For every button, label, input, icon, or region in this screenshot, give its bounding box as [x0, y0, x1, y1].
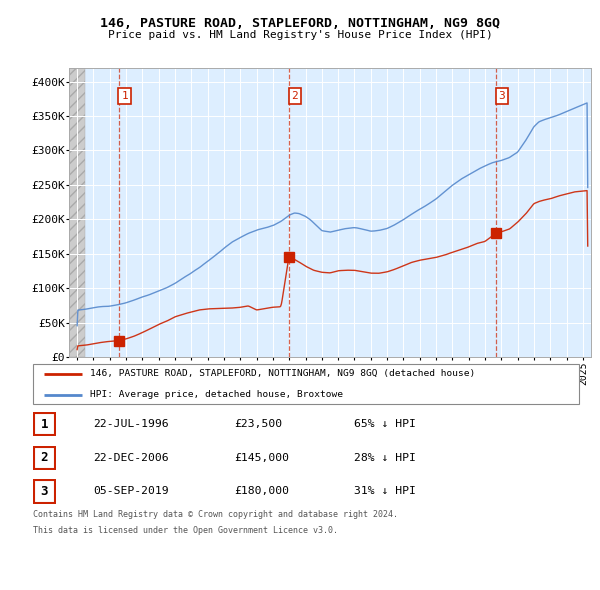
- Text: 2: 2: [292, 91, 298, 101]
- Text: 1: 1: [121, 91, 128, 101]
- Bar: [69, 68, 85, 357]
- Text: 2: 2: [41, 451, 48, 464]
- Text: 31% ↓ HPI: 31% ↓ HPI: [354, 487, 416, 496]
- Text: 3: 3: [499, 91, 505, 101]
- Text: HPI: Average price, detached house, Broxtowe: HPI: Average price, detached house, Brox…: [91, 390, 343, 399]
- FancyBboxPatch shape: [34, 480, 55, 503]
- Text: 22-JUL-1996: 22-JUL-1996: [93, 419, 169, 429]
- Text: 3: 3: [41, 485, 48, 498]
- FancyBboxPatch shape: [34, 447, 55, 469]
- FancyBboxPatch shape: [34, 413, 55, 435]
- Text: 146, PASTURE ROAD, STAPLEFORD, NOTTINGHAM, NG9 8GQ (detached house): 146, PASTURE ROAD, STAPLEFORD, NOTTINGHA…: [91, 369, 476, 378]
- Text: £145,000: £145,000: [234, 453, 289, 463]
- Text: 05-SEP-2019: 05-SEP-2019: [93, 487, 169, 496]
- Text: 146, PASTURE ROAD, STAPLEFORD, NOTTINGHAM, NG9 8GQ: 146, PASTURE ROAD, STAPLEFORD, NOTTINGHA…: [100, 17, 500, 30]
- Text: 22-DEC-2006: 22-DEC-2006: [93, 453, 169, 463]
- Text: £180,000: £180,000: [234, 487, 289, 496]
- Text: £23,500: £23,500: [234, 419, 282, 429]
- Text: This data is licensed under the Open Government Licence v3.0.: This data is licensed under the Open Gov…: [33, 526, 338, 535]
- Text: Contains HM Land Registry data © Crown copyright and database right 2024.: Contains HM Land Registry data © Crown c…: [33, 510, 398, 519]
- Text: 1: 1: [41, 418, 48, 431]
- FancyBboxPatch shape: [33, 364, 579, 404]
- Text: 28% ↓ HPI: 28% ↓ HPI: [354, 453, 416, 463]
- Text: 65% ↓ HPI: 65% ↓ HPI: [354, 419, 416, 429]
- Text: Price paid vs. HM Land Registry's House Price Index (HPI): Price paid vs. HM Land Registry's House …: [107, 30, 493, 40]
